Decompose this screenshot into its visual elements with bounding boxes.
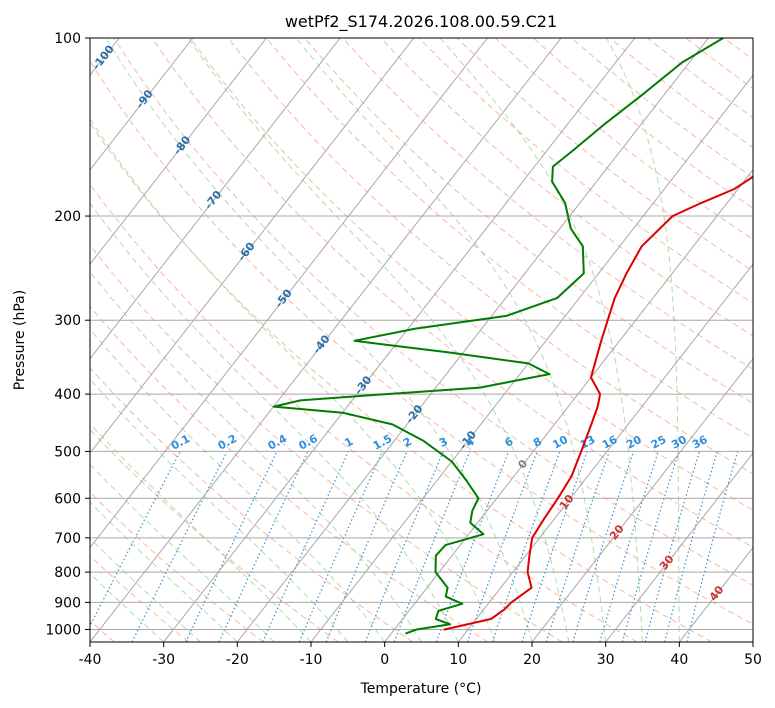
temperature-line: [443, 175, 753, 631]
background-lines: [90, 38, 753, 642]
mixing-ratio-line: [599, 451, 659, 642]
moist-adiabat-line: [439, 38, 643, 642]
moist-adiabat-line: [90, 501, 238, 642]
mixing-ratio-line: [325, 451, 408, 642]
y-tick-label: 700: [54, 531, 81, 547]
dry-adiabat-line: [151, 38, 753, 548]
isotherm-line: [90, 38, 415, 454]
isotherm-line: [90, 38, 562, 642]
mixing-ratio-label: 30: [669, 433, 689, 452]
mixing-ratio-line: [664, 451, 718, 642]
isotherm-line: [236, 38, 709, 642]
isotherm-line: [90, 38, 267, 266]
x-tick-label: 10: [449, 652, 467, 668]
dry-adiabat-line: [113, 38, 753, 586]
chart-title: wetPf2_S174.2026.108.00.59.C21: [285, 12, 557, 32]
x-tick-label: -20: [226, 652, 249, 668]
moist-adiabat-line: [90, 202, 459, 642]
dry-adiabat-line: [380, 38, 753, 337]
y-tick-label: 100: [54, 31, 81, 47]
moist-adiabat-line: [606, 38, 680, 642]
isotherm-line: [90, 38, 488, 549]
moist-adiabat-line: [105, 38, 533, 642]
dry-adiabat-line: [90, 122, 712, 642]
x-tick-label: 30: [597, 652, 615, 668]
moist-adiabat-line: [90, 328, 386, 642]
mixing-ratio-line: [298, 451, 383, 642]
plot-area: [90, 38, 753, 642]
moist-adiabat-line: [90, 537, 201, 642]
dry-adiabat-line: [90, 183, 638, 642]
mixing-ratio-line: [545, 451, 610, 642]
mixing-ratio-line: [686, 451, 739, 642]
x-tick-label: 0: [380, 652, 389, 668]
moist-adiabat-line: [295, 38, 607, 642]
y-axis-title: Pressure (hPa): [12, 290, 28, 390]
x-tick-label: -10: [300, 652, 323, 668]
y-tick-label: 1000: [45, 622, 81, 638]
moist-adiabat-line: [90, 423, 312, 642]
dry-adiabat-line: [90, 305, 488, 642]
y-tick-label: 600: [54, 491, 81, 507]
mixing-ratio-line: [621, 451, 680, 642]
mixing-ratio-label: 20: [624, 433, 644, 452]
mixing-ratio-label: 25: [649, 433, 669, 452]
dry-adiabat-line: [90, 60, 753, 625]
x-tick-label: 20: [523, 652, 541, 668]
isotherm-line: [605, 452, 753, 642]
plot-frame: [89, 37, 754, 643]
moist-adiabat-line: [90, 378, 349, 642]
y-tick-label: 300: [54, 313, 81, 329]
mixing-ratio-line: [521, 451, 588, 642]
isotherm-line: [90, 38, 341, 360]
mixing-ratio-line: [572, 451, 635, 642]
y-tick-label: 200: [54, 209, 81, 225]
mixing-ratio-line: [435, 451, 510, 642]
isotherm-line: [384, 168, 753, 642]
x-tick-label: 40: [670, 652, 688, 668]
y-tick-label: 900: [54, 595, 81, 611]
x-tick-label: -40: [79, 652, 102, 668]
isotherm-line: [90, 38, 194, 171]
mixing-ratio-line: [364, 451, 444, 642]
dry-adiabat-line: [90, 244, 563, 642]
mixing-ratio-label: 10: [550, 433, 570, 452]
x-tick-label: 50: [744, 652, 762, 668]
dry-adiabat-line: [189, 38, 753, 511]
y-tick-label: 500: [54, 444, 81, 460]
moist-adiabat-line: [90, 572, 165, 642]
axes-ticks: -40 -30 -20 -10 0 10 20 30 40 50 100 200 300 400 500 60…: [45, 31, 762, 668]
profile-series: [272, 38, 753, 635]
isotherm-line: [531, 357, 753, 642]
moist-adiabat-line: [90, 118, 496, 642]
isotherm-line: [310, 74, 753, 642]
mixing-ratio-line: [262, 451, 350, 642]
isotherm-line: [457, 263, 753, 642]
moist-adiabat-line: [187, 38, 570, 642]
dewpoint-line: [272, 38, 725, 635]
dry-adiabat-line: [227, 38, 753, 475]
dry-adiabat-line: [90, 555, 190, 642]
dry-adiabat-line: [418, 38, 753, 304]
mixing-ratio-line: [466, 451, 538, 642]
mixing-ratio-label: 16: [600, 433, 620, 452]
x-tick-label: -30: [152, 652, 175, 668]
y-tick-label: 400: [54, 387, 81, 403]
dry-adiabat-line: [90, 428, 339, 642]
x-axis-title: Temperature (°C): [360, 681, 482, 697]
mixing-ratio-line: [491, 451, 561, 642]
y-tick-label: 800: [54, 565, 81, 581]
mixing-ratio-label: 36: [690, 433, 710, 452]
isotherm-line: [163, 38, 636, 642]
